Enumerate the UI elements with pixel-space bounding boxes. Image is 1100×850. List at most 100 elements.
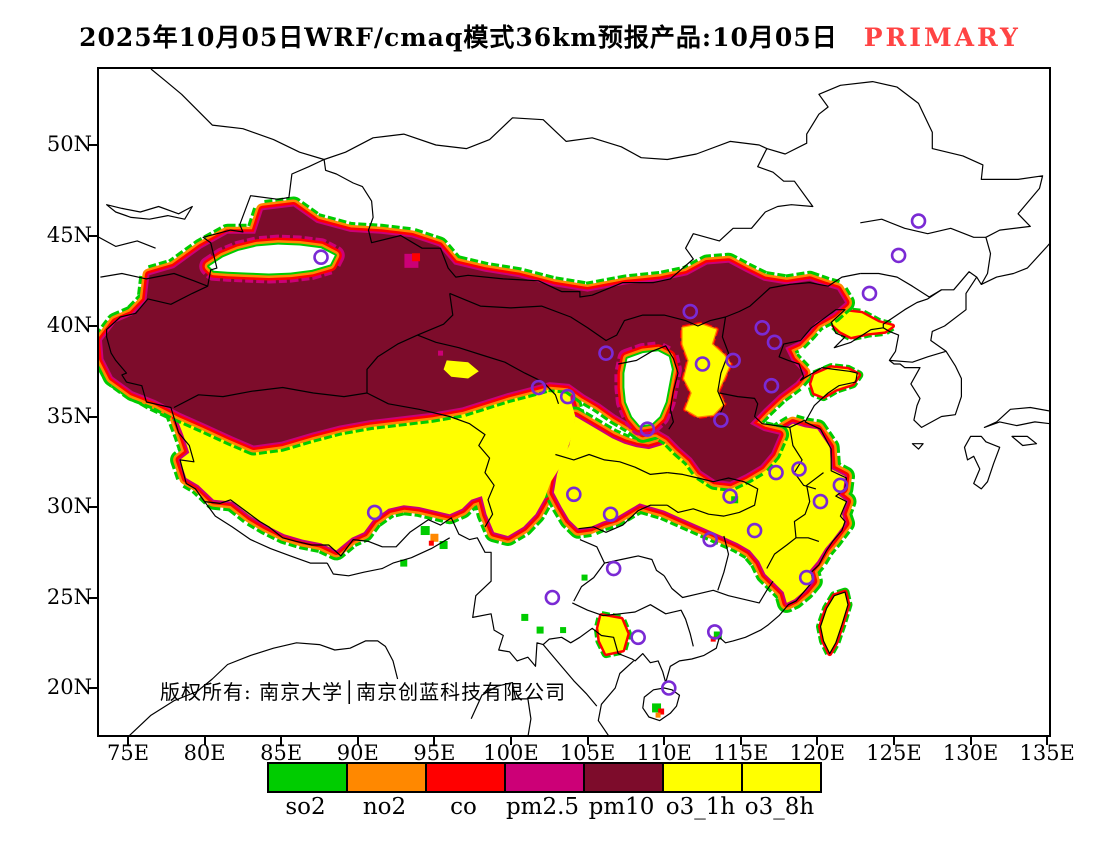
pollutant-spot xyxy=(400,559,408,567)
ili-white-hole xyxy=(209,244,335,274)
city-marker-fuzhou xyxy=(798,569,815,586)
city-marker-yinchuan xyxy=(598,345,614,361)
legend-swatch-co xyxy=(425,762,506,793)
city-marker-nanning xyxy=(630,629,646,646)
x-axis-label: 125E xyxy=(866,741,922,765)
city-marker-xian xyxy=(639,421,656,437)
taiwan-outline xyxy=(819,591,849,655)
hunan-jiangxi-border xyxy=(717,535,730,591)
x-axis-label: 130E xyxy=(942,741,999,765)
x-axis-tick xyxy=(356,737,359,745)
thai-myanmar-border xyxy=(470,681,532,735)
y-axis-tick xyxy=(89,234,97,237)
pollutant-spot xyxy=(420,526,430,536)
city-marker-xining xyxy=(530,379,547,396)
city-marker-haikou xyxy=(660,680,677,696)
pollutant-spot xyxy=(713,631,722,640)
x-axis-label: 85E xyxy=(260,741,303,765)
x-axis-tick xyxy=(203,737,206,745)
sichuan-shaanxi-border xyxy=(555,453,668,475)
pollutant-spot xyxy=(439,541,448,550)
tibet-qinghai-border xyxy=(366,392,495,528)
city-marker-chengdu xyxy=(566,486,582,503)
legend-swatch-no2 xyxy=(346,762,427,793)
x-axis-label: 135E xyxy=(1019,741,1075,765)
city-marker-shanghai xyxy=(832,477,849,494)
city-marker-taiyuan xyxy=(694,356,711,372)
pollutant-spot xyxy=(655,712,661,718)
kyrgyz-border xyxy=(100,272,208,287)
china-border xyxy=(105,81,1044,684)
city-marker-lanzhou xyxy=(559,388,576,405)
liaoning-coast-o3-strip xyxy=(831,311,893,337)
bay-of-bengal-coast xyxy=(129,640,399,735)
city-marker-kunming xyxy=(544,589,561,606)
y-axis-tick xyxy=(89,506,97,508)
hubei-border xyxy=(666,472,759,517)
city-marker-wuhan xyxy=(722,488,738,504)
yunnan-guizhou-border xyxy=(573,539,606,602)
y-axis-label: 20N xyxy=(46,675,92,699)
laos-vietnam-border xyxy=(542,644,598,707)
legend-labels: so2 no2 co pm2.5 pm10 o3_1h o3_8h xyxy=(267,794,820,820)
korea-coast xyxy=(882,276,978,428)
x-axis-tick xyxy=(739,737,742,745)
henan-shandong-border xyxy=(719,392,806,428)
yunnan-guangxi-border xyxy=(572,602,694,647)
legend-label-no2: no2 xyxy=(362,794,407,820)
hainan xyxy=(642,687,681,722)
legend-label-pm2.5: pm2.5 xyxy=(505,794,580,820)
x-axis-tick xyxy=(433,737,436,745)
legend-swatch-o3_1h xyxy=(662,762,743,793)
copyright-text: 版权所有: 南京大学│南京创蓝科技有限公司 xyxy=(160,680,567,704)
x-axis-tick xyxy=(280,737,283,745)
x-axis-label: 115E xyxy=(713,741,769,765)
legend-label-so2: so2 xyxy=(285,794,326,820)
pollutant-spot xyxy=(652,703,662,713)
x-axis-tick xyxy=(969,737,972,745)
vietnam-coast xyxy=(597,660,635,735)
city-marker-hefei xyxy=(768,464,784,481)
y-axis-label: 40N xyxy=(46,313,92,337)
guizhou-hunan-border xyxy=(604,555,665,577)
city-marker-changchun xyxy=(890,247,907,264)
legend-swatch-pm2.5 xyxy=(504,762,585,793)
shanxi-hebei-border xyxy=(717,316,730,415)
city-marker-changsha xyxy=(702,531,718,548)
anhui-jiangsu-border xyxy=(789,427,817,490)
pollutant-spot xyxy=(430,533,439,542)
korea-dmz xyxy=(889,350,947,363)
jilin-liaoning-border xyxy=(860,272,942,298)
china-air-quality-map xyxy=(99,69,1049,735)
city-marker-beijing xyxy=(754,320,771,336)
city-marker-tianjin xyxy=(766,334,783,351)
x-axis-label: 75E xyxy=(106,741,150,765)
title-primary-badge: PRIMARY xyxy=(863,23,1021,52)
shandong-peninsula-o3-strip xyxy=(811,367,859,397)
legend-bar xyxy=(267,762,822,793)
legend-swatch-so2 xyxy=(267,762,348,793)
city-marker-jinan xyxy=(763,377,780,394)
nanling-border xyxy=(663,575,774,604)
x-axis-label: 95E xyxy=(413,741,456,765)
pollutant-spot xyxy=(412,253,421,262)
legend-swatch-o3_8h xyxy=(741,762,822,793)
tibet-o3-region xyxy=(103,358,576,551)
city-marker-guangzhou xyxy=(706,624,723,640)
y-axis-tick xyxy=(89,687,97,689)
kazakh-line xyxy=(99,236,156,249)
y-axis-tick xyxy=(89,144,97,146)
x-axis-label: 120E xyxy=(789,741,846,765)
legend-swatch-pm10 xyxy=(583,762,664,793)
kazakh-russia-border xyxy=(150,69,325,161)
russia-coast xyxy=(981,243,1049,285)
y-axis-tick xyxy=(89,415,97,418)
kyushu xyxy=(963,435,1001,490)
heilongjiang-jilin-border xyxy=(860,218,986,238)
city-marker-shijiazhuang xyxy=(725,352,741,369)
y-axis-tick xyxy=(89,325,97,327)
shaanxi-yellow-river xyxy=(618,345,679,430)
y-axis-label: 35N xyxy=(46,403,92,428)
jeju xyxy=(911,443,924,450)
city-marker-chongqing xyxy=(602,506,619,523)
